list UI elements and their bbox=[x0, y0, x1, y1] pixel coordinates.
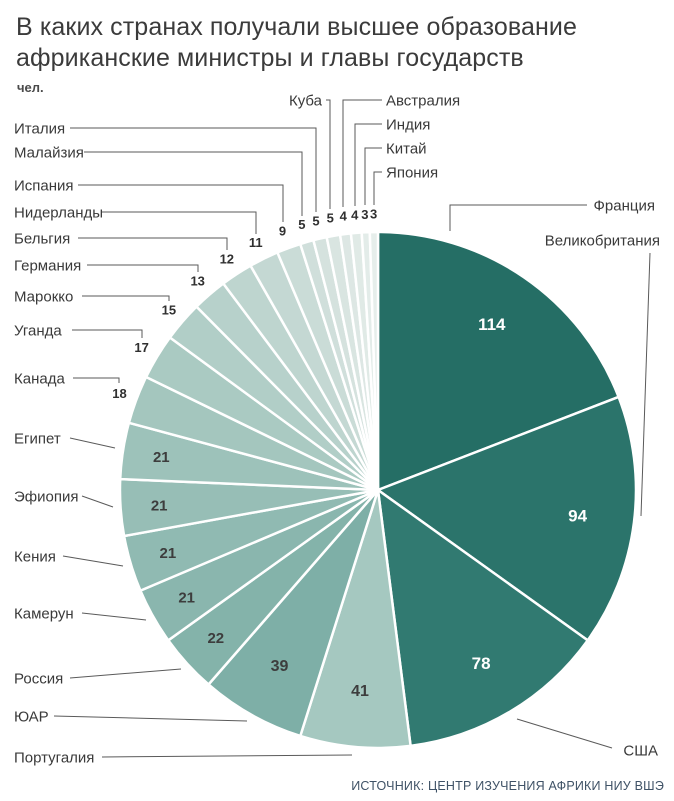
slice-label-Камерун: Камерун bbox=[14, 605, 74, 622]
leader-line-Франция bbox=[449, 204, 587, 231]
leader-line-Индия bbox=[354, 123, 382, 206]
slice-value-Испания: 9 bbox=[279, 224, 286, 239]
slice-value-Малайзия: 5 bbox=[298, 217, 305, 232]
slice-value-Франция: 114 bbox=[478, 315, 506, 334]
leader-line-Египет bbox=[69, 437, 116, 449]
slice-value-США: 78 bbox=[472, 654, 491, 673]
slice-value-Эфиопия: 21 bbox=[151, 497, 168, 514]
leader-line-Эфиопия bbox=[81, 495, 114, 508]
leader-line-Россия bbox=[69, 668, 182, 679]
slice-value-Португалия: 41 bbox=[351, 683, 369, 700]
pie-slice-Япония bbox=[368, 230, 380, 492]
slice-label-Малайзия: Малайзия bbox=[14, 144, 84, 161]
slice-label-Испания: Испания bbox=[14, 177, 74, 194]
slice-label-Германия: Германия bbox=[14, 257, 81, 274]
leader-line-Испания bbox=[78, 184, 284, 222]
pie-slice-Франция bbox=[376, 230, 620, 492]
slice-value-Марокко: 15 bbox=[162, 302, 176, 317]
slice-value-Куба: 5 bbox=[327, 211, 334, 226]
leader-line-Германия bbox=[87, 264, 199, 272]
pie-slice-США bbox=[376, 488, 589, 748]
slice-label-Япония: Япония bbox=[386, 164, 438, 181]
slice-value-Австралия: 4 bbox=[340, 209, 348, 224]
slice-label-Португалия: Португалия bbox=[14, 749, 94, 766]
leader-line-Марокко bbox=[82, 295, 170, 301]
slice-value-Германия: 13 bbox=[190, 273, 204, 288]
slice-label-Нидерланды: Нидерланды bbox=[14, 204, 103, 221]
slice-value-Нидерланды: 11 bbox=[249, 235, 263, 250]
leader-line-Великобритания bbox=[640, 252, 651, 517]
leader-line-Австралия bbox=[342, 99, 382, 207]
leader-line-Бельгия bbox=[78, 237, 228, 250]
slice-label-Индия: Индия bbox=[386, 116, 430, 133]
source-credit: ИСТОЧНИК: ЦЕНТР ИЗУЧЕНИЯ АФРИКИ НИУ ВШЭ bbox=[351, 779, 664, 793]
slice-value-Египет: 21 bbox=[153, 449, 170, 466]
leader-line-Канада bbox=[73, 377, 120, 383]
slice-value-Великобритания: 94 bbox=[568, 506, 587, 525]
slice-value-Россия: 22 bbox=[207, 630, 224, 647]
unit-label: чел. bbox=[17, 80, 44, 95]
slice-label-Уганда: Уганда bbox=[14, 322, 62, 339]
slice-value-Индия: 4 bbox=[351, 207, 359, 222]
leader-line-ЮАР bbox=[53, 715, 248, 722]
slice-label-Канада: Канада bbox=[14, 370, 65, 387]
slice-value-Кения: 21 bbox=[160, 545, 177, 562]
slice-value-Уганда: 17 bbox=[134, 340, 148, 355]
chart-title: В каких странах получали высшее образова… bbox=[16, 12, 577, 74]
slice-label-Египет: Египет bbox=[14, 430, 61, 447]
leader-line-Португалия bbox=[101, 754, 353, 758]
chart-title-line1: В каких странах получали высшее образова… bbox=[16, 13, 577, 41]
chart-title-line2: африканские министры и главы государств bbox=[16, 44, 524, 72]
leader-line-Кения bbox=[62, 555, 124, 567]
slice-value-Китай: 3 bbox=[361, 207, 368, 222]
slice-value-Италия: 5 bbox=[312, 214, 319, 229]
slice-label-ЮАР: ЮАР bbox=[14, 708, 49, 725]
leader-line-Камерун bbox=[81, 612, 147, 621]
slice-label-Великобритания: Великобритания bbox=[545, 232, 660, 249]
slice-label-Кения: Кения bbox=[14, 548, 56, 565]
slice-label-Китай: Китай bbox=[386, 140, 427, 157]
slice-label-Эфиопия: Эфиопия bbox=[14, 488, 78, 505]
slice-value-Бельгия: 12 bbox=[220, 252, 234, 267]
slice-value-Япония: 3 bbox=[370, 207, 377, 222]
slice-label-Куба: Куба bbox=[289, 92, 323, 109]
leader-line-Китай bbox=[364, 147, 382, 205]
slice-value-ЮАР: 39 bbox=[271, 658, 289, 675]
slice-label-Австралия: Австралия bbox=[386, 92, 460, 109]
slice-label-Марокко: Марокко bbox=[14, 288, 73, 305]
leader-line-Италия bbox=[70, 127, 317, 212]
leader-line-Куба bbox=[326, 99, 331, 209]
slice-value-Камерун: 21 bbox=[178, 590, 195, 607]
slice-value-Канада: 18 bbox=[112, 386, 126, 401]
leader-line-Нидерланды bbox=[102, 211, 257, 234]
leader-line-Япония bbox=[373, 171, 382, 205]
slice-label-Россия: Россия bbox=[14, 670, 63, 687]
leader-line-США bbox=[516, 718, 613, 749]
pie-slice-Португалия bbox=[299, 488, 412, 750]
slice-label-Италия: Италия bbox=[14, 120, 65, 137]
leader-line-Малайзия bbox=[84, 151, 303, 216]
pie-slice-Великобритания bbox=[376, 395, 638, 642]
leader-line-Уганда bbox=[72, 329, 143, 338]
slice-label-Бельгия: Бельгия bbox=[14, 230, 70, 247]
slice-label-США: США bbox=[623, 742, 658, 759]
slice-label-Франция: Франция bbox=[594, 197, 655, 214]
